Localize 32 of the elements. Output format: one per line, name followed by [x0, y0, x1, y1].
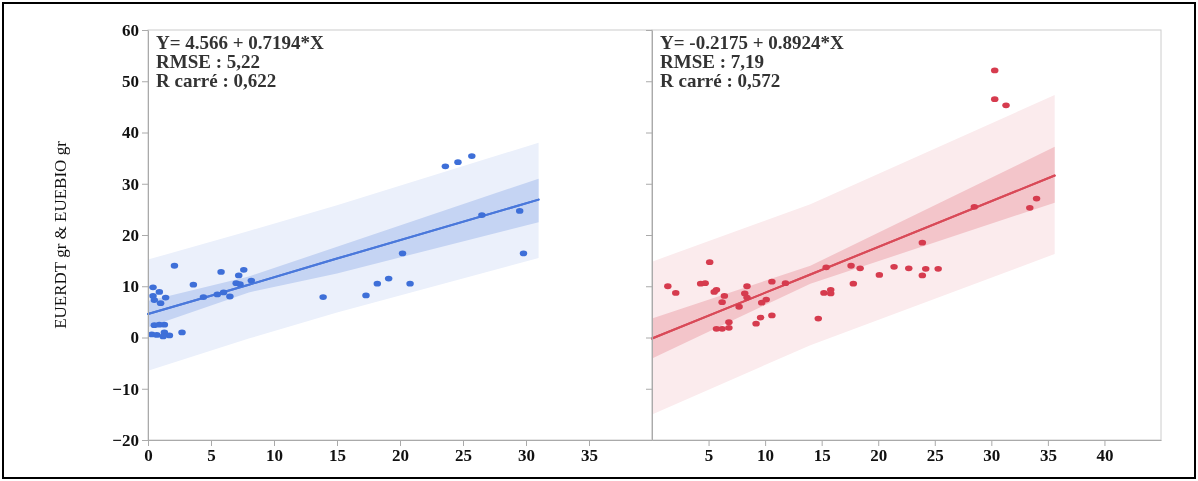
annotation: RMSE : 7,19 [660, 51, 764, 72]
x-tick-label: 35 [1039, 446, 1057, 466]
x-tick-label: 10 [266, 446, 283, 466]
y-tick-label: 20 [122, 225, 139, 245]
x-tick-label: 40 [1096, 446, 1114, 466]
annotation: Y= -0.2175 + 0.8924*X [660, 32, 844, 53]
x-tick-label: 10 [757, 446, 775, 466]
y-tick-label: 0 [130, 328, 139, 348]
x-tick-label: 25 [455, 446, 472, 466]
y-tick-label: −20 [112, 430, 139, 450]
y-tick-label: 10 [122, 277, 139, 297]
y-tick-label: −10 [112, 379, 139, 399]
annotation: RMSE : 5,22 [156, 51, 260, 72]
y-tick-label: 30 [122, 174, 139, 194]
x-tick-label: 35 [581, 446, 598, 466]
y-axis-title: EUERDT gr & EUEBIO gr [51, 140, 70, 329]
y-tick-label: 50 [122, 72, 139, 92]
x-tick-label: 25 [926, 446, 944, 466]
y-tick-label: 40 [122, 123, 139, 143]
annotation: R carré : 0,622 [156, 70, 277, 91]
x-tick-label: 5 [704, 446, 714, 466]
x-tick-label: 30 [983, 446, 1001, 466]
x-tick-label: 5 [207, 446, 216, 466]
x-tick-label: 0 [144, 446, 153, 466]
x-tick-label: 20 [392, 446, 409, 466]
x-tick-label: 15 [813, 446, 831, 466]
y-tick-label: 60 [122, 20, 139, 40]
annotation: Y= 4.566 + 0.7194*X [156, 32, 325, 53]
x-tick-label: 20 [870, 446, 888, 466]
x-tick-label: 30 [518, 446, 535, 466]
annotation: R carré : 0,572 [660, 70, 781, 91]
x-tick-label: 15 [329, 446, 346, 466]
